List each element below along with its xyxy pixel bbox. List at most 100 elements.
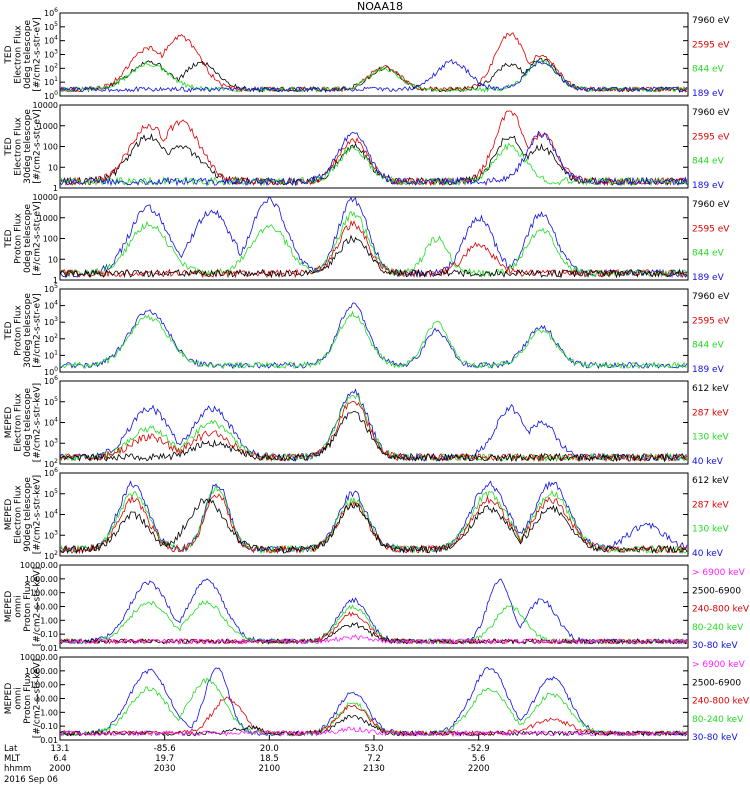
series-green — [60, 394, 688, 463]
y-tick-label: 100 — [43, 235, 58, 244]
series-black — [60, 622, 688, 645]
y-axis-label: Electron Flux — [13, 485, 23, 544]
y-tick-label: 100 — [43, 143, 58, 152]
legend-entry: 2595 eV — [692, 132, 730, 142]
y-axis-label: TED — [4, 229, 14, 248]
y-axis-label: TED — [4, 137, 14, 156]
x-row-label: Lat — [4, 744, 18, 754]
y-axis-label: Proton Flux — [13, 305, 23, 356]
panel-8: 0.01 0.10 1.00 10.00 100.00 1000.00 10000.00 ME… — [4, 653, 750, 745]
y-tick-label: 104 — [44, 300, 58, 311]
panel-frame — [59, 288, 689, 373]
legend-entry: 40 keV — [692, 457, 724, 467]
x-tick-label-hhmm: 2200 — [468, 764, 490, 774]
panel-frame — [59, 656, 689, 741]
y-tick-label: 10 — [48, 163, 58, 172]
legend-entry: 844 eV — [692, 249, 725, 259]
y-tick-label: 100 — [44, 90, 58, 101]
panel-3: 1 10 100 1000 10000 TED Proton Flux 0deg telesc… — [4, 193, 731, 285]
legend-entry: 130 keV — [692, 433, 729, 443]
legend-entry: 30-80 keV — [692, 733, 738, 743]
y-axis-label: MEPED — [4, 591, 14, 623]
y-tick-label: 1 — [53, 184, 58, 193]
y-tick-label: 104 — [44, 417, 58, 428]
y-tick-label: 10.00 — [35, 695, 58, 704]
y-tick-label: 106 — [44, 375, 58, 386]
series-group — [60, 302, 688, 370]
x-tick-label-mlt: 7.2 — [367, 754, 381, 764]
y-axis-label: [#/cm2-s-str-eV] — [32, 17, 42, 92]
y-tick-label: 10000.00 — [20, 653, 58, 662]
y-tick-label: 10000 — [33, 193, 58, 202]
y-axis-label: 0deg telescope — [23, 204, 33, 274]
x-tick-label-mlt: 6.4 — [53, 754, 67, 764]
legend-entry: 40 keV — [692, 549, 724, 559]
y-tick-label: 104 — [44, 35, 58, 46]
panel-5: 102 103 104 105 106 MEPED Electron Flux 0deg te… — [4, 375, 730, 469]
y-tick-label: 10.00 — [35, 603, 58, 612]
legend-entry: 30-80 keV — [692, 641, 738, 651]
y-axis-label: Electron Flux — [13, 393, 23, 452]
series-black — [60, 234, 688, 279]
panel-frame — [59, 196, 689, 281]
series-red — [60, 32, 688, 93]
series-magenta — [60, 726, 688, 738]
legend-entry: 7960 eV — [692, 292, 730, 302]
y-tick-label: 101 — [44, 349, 58, 360]
series-group — [60, 388, 688, 463]
legend-entry: 7960 eV — [692, 16, 730, 26]
y-axis-label: 30deg telescope — [23, 109, 33, 184]
y-tick-label: 0.01 — [40, 644, 58, 653]
x-tick-label-hhmm: 2030 — [154, 764, 176, 774]
y-tick-label: 100.00 — [30, 681, 58, 690]
series-green — [60, 677, 688, 737]
series-blue — [60, 388, 688, 462]
y-tick-label: 105 — [44, 396, 58, 407]
y-tick-label: 1000 — [38, 122, 58, 131]
x-row-label: hhmm — [4, 764, 31, 774]
legend-entry: 612 keV — [692, 384, 729, 394]
y-tick-label: 105 — [44, 21, 58, 32]
series-blue — [60, 197, 688, 279]
x-tick-label-lat: 20.0 — [260, 744, 279, 754]
y-axis-label: 0deg telescope — [23, 388, 33, 458]
series-blue — [60, 480, 688, 555]
series-green — [60, 484, 688, 554]
legend-entry: 240-800 keV — [692, 605, 750, 615]
series-blue — [60, 130, 688, 187]
y-axis-label: MEPED — [4, 407, 14, 439]
y-axis-label: Electron Flux — [13, 117, 23, 176]
x-tick-label-hhmm: 2000 — [49, 764, 71, 774]
legend-entry: 189 eV — [692, 365, 725, 375]
series-black — [60, 57, 688, 93]
panel-frame — [59, 380, 689, 465]
y-tick-label: 100 — [44, 366, 58, 377]
y-axis-label: Electron Flux — [13, 25, 23, 84]
x-tick-label-lat: -85.6 — [154, 744, 176, 754]
y-tick-label: 1 — [53, 276, 58, 285]
series-black — [60, 714, 688, 737]
y-axis-label: [#/cm2-s-str-keV] — [32, 567, 42, 646]
y-axis-label: 90deg telescope — [23, 477, 33, 552]
series-red — [60, 401, 688, 463]
x-tick-label-hhmm: 2100 — [259, 764, 281, 774]
y-tick-label: 10 — [48, 255, 58, 264]
y-axis-label: [#/cm2-s-str-keV] — [32, 383, 42, 462]
y-axis-label: TED — [4, 321, 14, 340]
x-tick-label-mlt: 5.6 — [472, 754, 486, 764]
y-tick-label: 0.10 — [40, 630, 58, 639]
panel-frame — [59, 104, 689, 189]
series-group — [60, 110, 688, 187]
series-green — [60, 210, 688, 279]
legend-entry: 130 keV — [692, 525, 729, 535]
series-group — [60, 480, 688, 555]
legend-entry: 7960 eV — [692, 108, 730, 118]
y-tick-label: 1.00 — [40, 616, 58, 625]
x-tick-label-mlt: 19.7 — [155, 754, 174, 764]
panel-7: 0.01 0.10 1.00 10.00 100.00 1000.00 10000.00 ME… — [4, 561, 750, 653]
series-group — [60, 578, 688, 646]
y-tick-label: 101 — [44, 76, 58, 87]
x-tick-label-lat: -52.9 — [468, 744, 490, 754]
y-tick-label: 103 — [44, 529, 58, 540]
